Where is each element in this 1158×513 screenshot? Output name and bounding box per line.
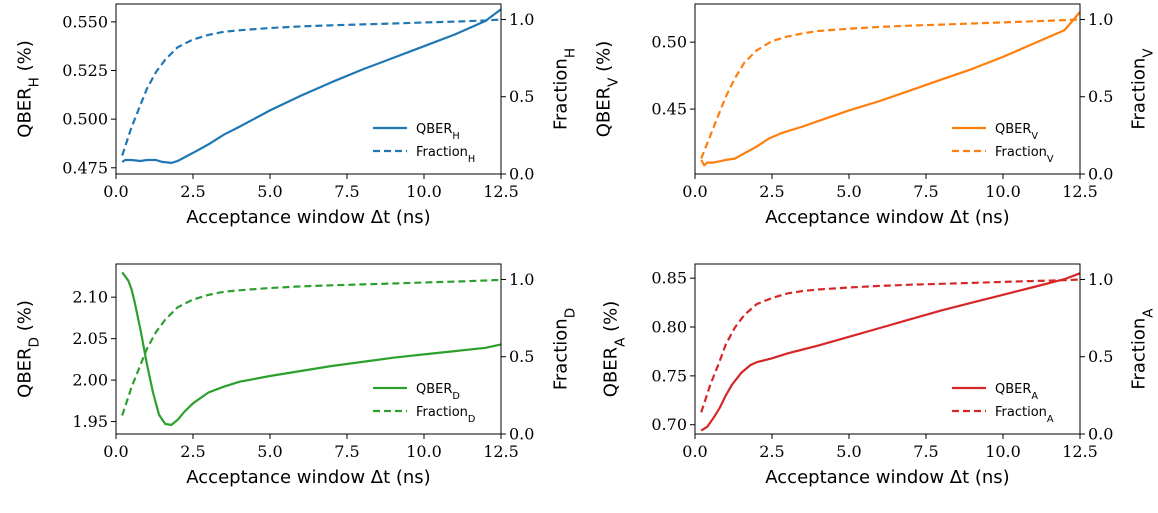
- y-left-tick-label: 0.475: [62, 158, 108, 177]
- y-right-tick-label: 0.0: [509, 425, 534, 444]
- legend-label: QBERV: [995, 122, 1038, 142]
- x-tick-label: 7.5: [334, 182, 359, 201]
- x-tick-label: 7.5: [913, 442, 938, 461]
- x-tick-label: 5.0: [257, 442, 282, 461]
- y-right-tick-label: 1.0: [1088, 10, 1113, 29]
- y-right-tick-label: 1.0: [509, 10, 534, 29]
- series-line-fraction-a: [700, 278, 1081, 413]
- x-tick-label: 2.5: [180, 182, 205, 201]
- y-left-axis-label: QBERA (%): [600, 301, 628, 398]
- x-tick-label: 12.5: [483, 442, 519, 461]
- series-line-fraction-v: [700, 18, 1081, 159]
- x-axis-label: Acceptance window Δt (ns): [186, 207, 430, 228]
- axes-frame: [115, 263, 502, 435]
- y-left-axis-label: QBERV (%): [593, 41, 621, 138]
- x-tick-label: 12.5: [1062, 182, 1098, 201]
- y-right-tick-label: 0.5: [1088, 87, 1113, 106]
- axes-frame: [694, 3, 1081, 175]
- y-left-axis-label: QBERD (%): [14, 300, 42, 398]
- y-left-tick-label: 0.50: [651, 33, 687, 52]
- x-tick-label: 5.0: [257, 182, 282, 201]
- x-tick-label: 0.0: [682, 442, 707, 461]
- y-left-tick-label: 0.550: [62, 12, 108, 31]
- x-tick-label: 12.5: [1062, 442, 1098, 461]
- y-left-tick-label: 2.05: [72, 329, 108, 348]
- y-left-tick-label: 0.75: [651, 366, 687, 385]
- x-tick-label: 0.0: [682, 182, 707, 201]
- x-tick-label: 2.5: [759, 182, 784, 201]
- chart-panel-0: 0.0 2.5 5.0 7.5 10.0 12.5 0.475 0.500 0.525 0.550…: [14, 3, 578, 228]
- legend-label: QBERD: [416, 382, 460, 402]
- legend: QBERH FractionH: [373, 122, 475, 165]
- x-tick-label: 10.0: [406, 442, 442, 461]
- y-right-tick-label: 0.5: [509, 87, 534, 106]
- legend: QBERA FractionA: [952, 382, 1054, 425]
- y-left-tick-label: 0.85: [651, 269, 687, 288]
- x-tick-label: 2.5: [759, 442, 784, 461]
- y-right-tick-label: 0.0: [1088, 425, 1113, 444]
- x-tick-label: 7.5: [913, 182, 938, 201]
- x-tick-label: 10.0: [985, 182, 1021, 201]
- x-tick-label: 10.0: [985, 442, 1021, 461]
- legend-label: FractionH: [416, 145, 475, 165]
- y-right-tick-label: 1.0: [1088, 270, 1113, 289]
- chart-panel-2: 0.0 2.5 5.0 7.5 10.0 12.5 1.95 2.00 2.05 2.10 0.0 0…: [14, 263, 578, 488]
- y-left-tick-label: 0.525: [62, 61, 108, 80]
- axes-frame: [694, 263, 1081, 435]
- legend-label: QBERH: [416, 122, 460, 142]
- x-tick-label: 0.0: [103, 442, 128, 461]
- y-right-tick-label: 0.5: [1088, 347, 1113, 366]
- series-line-fraction-h: [121, 18, 502, 156]
- x-tick-label: 7.5: [334, 442, 359, 461]
- y-left-tick-label: 0.70: [651, 415, 687, 434]
- x-tick-label: 0.0: [103, 182, 128, 201]
- y-right-tick-label: 0.0: [509, 165, 534, 184]
- y-left-tick-label: 0.80: [651, 318, 687, 337]
- y-right-axis-label: FractionA: [1128, 308, 1156, 390]
- legend-label: FractionA: [995, 405, 1054, 425]
- y-left-axis-label: QBERH (%): [14, 40, 42, 137]
- series-line-qber-h: [121, 8, 502, 164]
- x-axis-label: Acceptance window Δt (ns): [765, 207, 1009, 228]
- chart-panel-3: 0.0 2.5 5.0 7.5 10.0 12.5 0.70 0.75 0.80 0.85 0.0 0…: [600, 263, 1156, 488]
- chart-panel-1: 0.0 2.5 5.0 7.5 10.0 12.5 0.45 0.50 0.0 0.5 1.0 Acc…: [593, 3, 1156, 228]
- y-right-axis-label: FractionD: [550, 308, 578, 390]
- x-tick-label: 5.0: [836, 442, 861, 461]
- y-right-axis-label: FractionH: [550, 48, 578, 130]
- y-left-tick-label: 2.00: [72, 371, 108, 390]
- legend: QBERD FractionD: [373, 382, 475, 425]
- legend-label: QBERA: [995, 382, 1038, 402]
- legend-label: FractionD: [416, 405, 475, 425]
- y-right-axis-label: FractionV: [1128, 48, 1156, 130]
- x-tick-label: 10.0: [406, 182, 442, 201]
- x-tick-label: 5.0: [836, 182, 861, 201]
- y-left-tick-label: 1.95: [72, 412, 108, 431]
- x-tick-label: 12.5: [483, 182, 519, 201]
- y-left-tick-label: 0.500: [62, 110, 108, 129]
- axes-frame: [115, 3, 502, 175]
- legend-label: FractionV: [995, 145, 1054, 165]
- legend: QBERV FractionV: [952, 122, 1054, 165]
- y-left-tick-label: 0.45: [651, 100, 687, 119]
- y-left-tick-label: 2.10: [72, 288, 108, 307]
- series-line-fraction-d: [121, 278, 502, 416]
- y-right-tick-label: 0.5: [509, 347, 534, 366]
- x-axis-label: Acceptance window Δt (ns): [186, 467, 430, 488]
- series-line-qber-d: [121, 271, 502, 426]
- series-line-qber-a: [700, 272, 1081, 432]
- x-tick-label: 2.5: [180, 442, 205, 461]
- y-right-tick-label: 1.0: [509, 270, 534, 289]
- series-line-qber-v: [700, 11, 1081, 167]
- x-axis-label: Acceptance window Δt (ns): [765, 467, 1009, 488]
- y-right-tick-label: 0.0: [1088, 165, 1113, 184]
